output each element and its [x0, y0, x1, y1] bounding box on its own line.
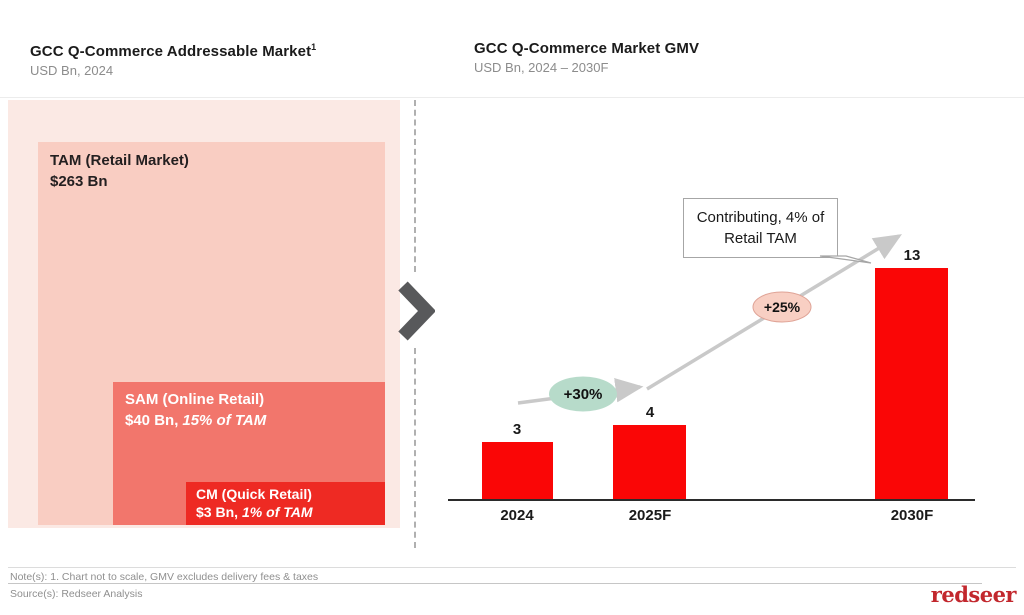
footer-rule-top — [8, 567, 1016, 568]
cm-share-of-tam: 1% of TAM — [242, 504, 313, 520]
redseer-logo: redseer — [930, 582, 1017, 607]
x-tick-2030f: 2030F — [890, 507, 934, 524]
bar-2025f — [613, 425, 686, 500]
divider-dashed-line-bottom — [414, 348, 416, 548]
growth-badge-25-ellipse — [752, 291, 812, 323]
growth-badge-25-label: +25% — [764, 299, 801, 315]
sam-label-text: SAM (Online Retail) — [125, 391, 265, 408]
sam-value-line: $40 Bn, 15% of TAM — [125, 410, 373, 431]
chevron-right-icon — [397, 281, 437, 346]
x-axis-line — [448, 499, 975, 501]
sam-label: SAM (Online Retail) $40 Bn, 15% of TAM — [113, 382, 385, 438]
callout-contributing-tam: Contributing, 4% of Retail TAM — [683, 198, 838, 258]
header-divider-rule — [0, 97, 1024, 98]
left-chart-title-footnote-marker: 1 — [311, 42, 317, 52]
bar-2030f — [875, 268, 948, 500]
x-tick-2025f: 2025F — [628, 507, 672, 524]
right-chart-title: GCC Q-Commerce Market GMV — [474, 40, 700, 57]
cm-value-line: $3 Bn, 1% of TAM — [196, 503, 375, 521]
right-chart-header: GCC Q-Commerce Market GMV USD Bn, 2024 –… — [474, 40, 699, 75]
tam-value: $263 Bn — [50, 173, 108, 190]
right-chart-subtitle: USD Bn, 2024 – 2030F — [474, 60, 609, 75]
bar-2025f-value: 4 — [645, 404, 655, 421]
growth-badge-30-label: +30% — [564, 386, 603, 403]
left-chart-header: GCC Q-Commerce Addressable Market1 USD B… — [30, 42, 316, 78]
tam-label-text: TAM (Retail Market) — [50, 152, 189, 169]
sam-value: $40 Bn, — [125, 412, 179, 429]
cm-box: CM (Quick Retail) $3 Bn, 1% of TAM — [186, 482, 385, 525]
addressable-market-panel: TAM (Retail Market) $263 Bn — [8, 100, 400, 528]
cm-label: CM (Quick Retail) $3 Bn, 1% of TAM — [186, 482, 385, 524]
sam-share-of-tam: 15% of TAM — [182, 412, 267, 429]
x-tick-2024: 2024 — [500, 507, 534, 524]
growth-badge-30-ellipse — [549, 376, 617, 412]
tam-label: TAM (Retail Market) $263 Bn — [38, 142, 385, 200]
growth-arrow-segment-1 — [517, 378, 644, 405]
left-chart-title-text: GCC Q-Commerce Addressable Market — [30, 43, 312, 60]
growth-arrow-segment-2 — [646, 234, 902, 391]
footnote-text: Note(s): 1. Chart not to scale, GMV excl… — [10, 571, 319, 583]
footer-rule-bottom — [8, 583, 982, 584]
bar-2024-value: 3 — [512, 421, 522, 438]
bar-2024 — [482, 442, 553, 500]
source-text: Source(s): Redseer Analysis — [10, 588, 143, 600]
left-chart-title: GCC Q-Commerce Addressable Market1 — [30, 42, 316, 60]
callout-line1: Contributing, 4% of — [696, 209, 825, 226]
bar-2030f-value: 13 — [903, 247, 921, 264]
left-chart-subtitle: USD Bn, 2024 — [30, 63, 114, 78]
cm-label-text: CM (Quick Retail) — [196, 486, 312, 502]
cm-value: $3 Bn, — [196, 504, 239, 520]
divider-dashed-line-top — [414, 100, 416, 272]
callout-line2: Retail TAM — [724, 230, 797, 247]
